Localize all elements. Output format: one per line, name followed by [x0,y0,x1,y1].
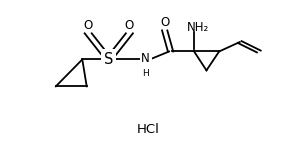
Text: NH₂: NH₂ [187,21,209,34]
Text: N: N [141,52,150,65]
Text: O: O [83,19,93,32]
Text: O: O [160,16,169,29]
Text: O: O [125,19,134,32]
Text: H: H [142,69,149,78]
Text: HCl: HCl [137,123,160,136]
Text: S: S [104,52,113,67]
